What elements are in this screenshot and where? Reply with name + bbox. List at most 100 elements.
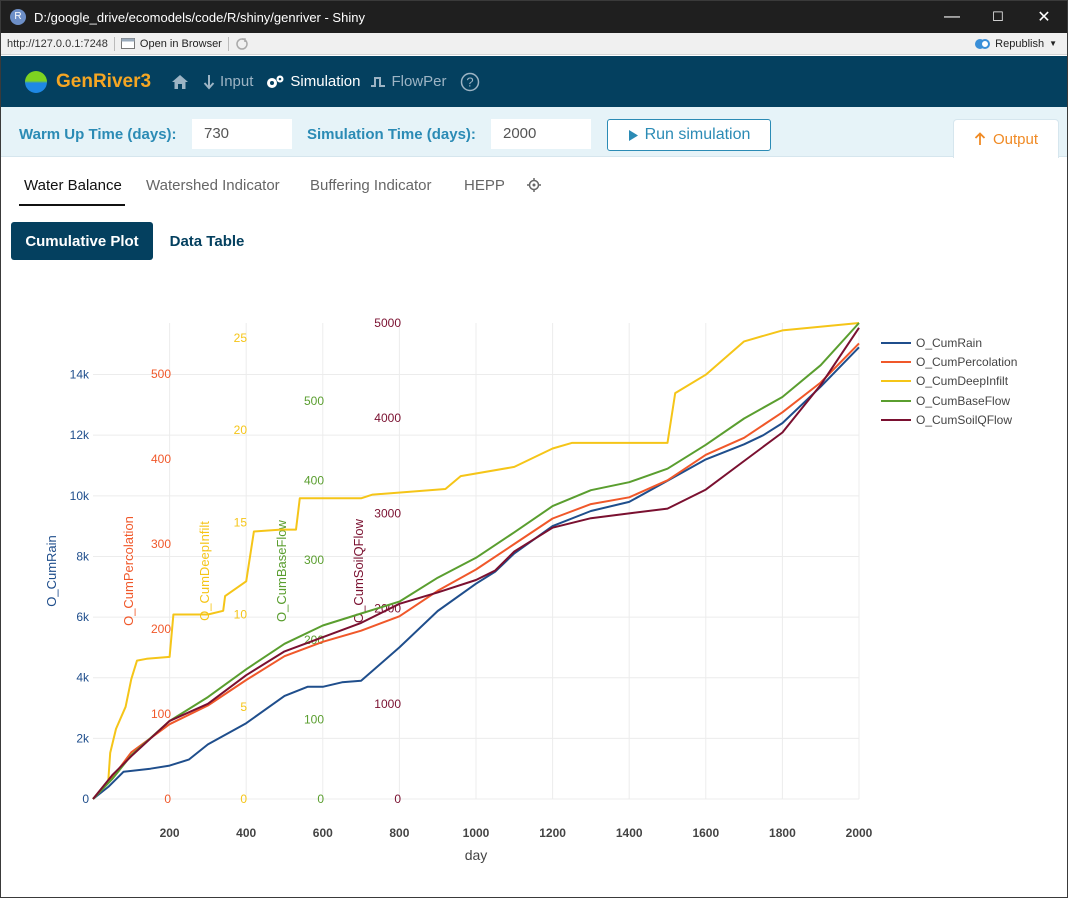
nav-home[interactable] bbox=[171, 74, 189, 90]
republish-button[interactable]: Republish ▼ bbox=[974, 38, 1057, 50]
legend-swatch bbox=[881, 380, 911, 383]
series-line-o_cumpercolation bbox=[92, 342, 860, 800]
nav-simulation[interactable]: Simulation bbox=[265, 73, 360, 90]
x-tick-label: 400 bbox=[236, 826, 256, 840]
gears-icon bbox=[267, 75, 284, 88]
divider bbox=[113, 36, 115, 51]
nav-help[interactable]: ? bbox=[460, 72, 480, 92]
x-tick-label: 1400 bbox=[616, 826, 643, 840]
nav-input[interactable]: Input bbox=[203, 73, 253, 90]
y-tick-label: 2k bbox=[76, 731, 90, 745]
flow-icon bbox=[371, 76, 386, 87]
x-tick-label: 600 bbox=[313, 826, 333, 840]
x-tick-label: 200 bbox=[160, 826, 180, 840]
tab-buffering-indicator[interactable]: Buffering Indicator bbox=[310, 177, 432, 194]
x-tick-label: 1600 bbox=[692, 826, 719, 840]
legend-label: O_CumPercolation bbox=[916, 355, 1018, 370]
x-tick-label: 2000 bbox=[846, 826, 873, 840]
refresh-icon[interactable] bbox=[235, 37, 249, 51]
y-tick-label: 100 bbox=[304, 712, 324, 726]
chart-legend: O_CumRain O_CumPercolation O_CumDeepInfilt… bbox=[881, 333, 1017, 430]
republish-label: Republish bbox=[995, 37, 1045, 50]
close-button[interactable]: ✕ bbox=[1037, 9, 1051, 26]
legend-swatch bbox=[881, 341, 911, 344]
chevron-down-icon: ▼ bbox=[1049, 39, 1057, 48]
nav-simulation-label: Simulation bbox=[290, 73, 361, 90]
address-bar: http://127.0.0.1:7248 Open in Browser Re… bbox=[1, 33, 1067, 55]
warmup-input[interactable]: 730 bbox=[192, 119, 292, 149]
y-tick-label: 14k bbox=[70, 368, 90, 382]
water-balance-chart[interactable]: 02k4k6k8k10k12k14kO_CumRain0100200300400… bbox=[1, 301, 881, 881]
y-tick-label: 3000 bbox=[374, 506, 401, 520]
window-title: D:/google_drive/ecomodels/code/R/shiny/g… bbox=[34, 9, 365, 25]
svg-text:?: ? bbox=[467, 74, 474, 89]
open-in-browser-button[interactable]: Open in Browser bbox=[120, 37, 222, 50]
y-tick-label: 5 bbox=[240, 700, 247, 714]
x-tick-label: 1200 bbox=[539, 826, 566, 840]
y-axis-title: O_CumSoilQFlow bbox=[351, 518, 366, 623]
simulation-time-label: Simulation Time (days): bbox=[307, 126, 476, 143]
legend-swatch bbox=[881, 399, 911, 402]
nav-input-label: Input bbox=[220, 73, 254, 90]
x-tick-label: 800 bbox=[389, 826, 409, 840]
cumulative-plot-button[interactable]: Cumulative Plot bbox=[11, 222, 153, 260]
minimize-button[interactable]: — bbox=[944, 8, 960, 25]
y-tick-label: 4k bbox=[76, 671, 90, 685]
simulation-time-input[interactable]: 2000 bbox=[491, 119, 591, 149]
maximize-button[interactable]: ☐ bbox=[992, 9, 1004, 24]
brand-logo[interactable]: GenRiver3 bbox=[25, 70, 152, 93]
legend-label: O_CumDeepInfilt bbox=[916, 374, 1009, 389]
brand-name: GenRiver3 bbox=[56, 70, 152, 92]
y-axis-title: O_CumPercolation bbox=[121, 516, 136, 626]
y-tick-label: 0 bbox=[317, 792, 324, 806]
y-axis-title: O_CumRain bbox=[44, 535, 59, 607]
y-tick-label: 0 bbox=[240, 792, 247, 806]
y-tick-label: 500 bbox=[304, 394, 324, 408]
simulation-settings-bar: Warm Up Time (days): 730 Simulation Time… bbox=[1, 107, 1067, 157]
series-line-o_cumsoilqflow bbox=[92, 327, 860, 800]
legend-item[interactable]: O_CumPercolation bbox=[881, 352, 1017, 371]
legend-label: O_CumBaseFlow bbox=[916, 393, 1011, 408]
run-simulation-label: Run simulation bbox=[644, 126, 751, 143]
arrow-up-icon bbox=[974, 132, 986, 145]
legend-label: O_CumSoilQFlow bbox=[916, 413, 1013, 428]
output-tab-label: Output bbox=[992, 130, 1039, 148]
crosshairs-icon[interactable] bbox=[527, 178, 541, 192]
run-simulation-button[interactable]: Run simulation bbox=[607, 119, 771, 151]
y-tick-label: 8k bbox=[76, 549, 90, 563]
data-table-button[interactable]: Data Table bbox=[169, 232, 245, 250]
y-tick-label: 5000 bbox=[374, 316, 401, 330]
river-logo-icon bbox=[25, 70, 47, 93]
tab-water-balance[interactable]: Water Balance bbox=[24, 177, 122, 194]
y-tick-label: 0 bbox=[82, 792, 89, 806]
legend-item[interactable]: O_CumSoilQFlow bbox=[881, 411, 1017, 430]
y-tick-label: 25 bbox=[234, 331, 248, 345]
x-tick-label: 1000 bbox=[463, 826, 490, 840]
active-tab-underline bbox=[19, 204, 125, 206]
legend-item[interactable]: O_CumRain bbox=[881, 333, 1017, 352]
series-line-o_cumdeepinfilt bbox=[92, 322, 860, 800]
legend-item[interactable]: O_CumDeepInfilt bbox=[881, 372, 1017, 391]
output-tab[interactable]: Output bbox=[953, 119, 1059, 158]
r-app-icon: R bbox=[10, 9, 26, 25]
url-text[interactable]: http://127.0.0.1:7248 bbox=[7, 37, 108, 50]
y-tick-label: 4000 bbox=[374, 411, 401, 425]
home-icon bbox=[172, 74, 189, 89]
y-tick-label: 12k bbox=[70, 428, 90, 442]
x-tick-label: 1800 bbox=[769, 826, 796, 840]
y-tick-label: 1000 bbox=[374, 697, 401, 711]
legend-swatch bbox=[881, 419, 911, 422]
series-line-o_cumrain bbox=[92, 346, 860, 800]
y-tick-label: 0 bbox=[394, 792, 401, 806]
tab-hepp[interactable]: HEPP bbox=[464, 177, 505, 194]
nav-flowper[interactable]: FlowPer bbox=[370, 73, 446, 90]
y-tick-label: 400 bbox=[304, 474, 324, 488]
tab-watershed-indicator[interactable]: Watershed Indicator bbox=[146, 177, 280, 194]
open-in-browser-label: Open in Browser bbox=[139, 37, 222, 50]
nav-flowper-label: FlowPer bbox=[391, 73, 447, 90]
help-icon: ? bbox=[461, 72, 480, 91]
x-axis-title: day bbox=[465, 847, 488, 863]
legend-label: O_CumRain bbox=[916, 335, 983, 350]
legend-item[interactable]: O_CumBaseFlow bbox=[881, 391, 1017, 410]
